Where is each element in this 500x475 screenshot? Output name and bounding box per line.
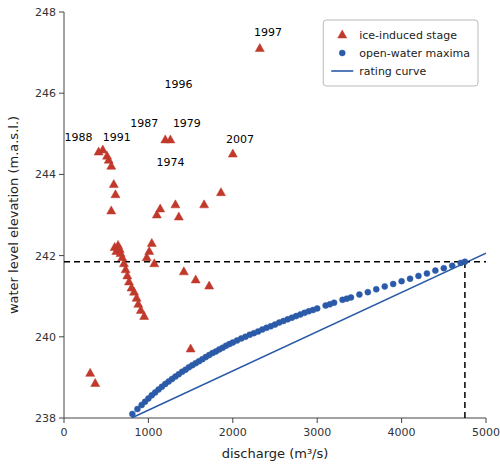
triangle-point [191,275,200,283]
triangle-point [255,44,264,52]
circle-point [382,283,388,289]
triangle-point [86,368,95,376]
x-tick-label: 2000 [219,426,247,439]
triangle-point [121,265,130,273]
triangle-point [107,161,116,169]
triangle-point [186,344,195,352]
y-tick-label: 242 [35,250,56,263]
circle-point [441,265,447,271]
circle-point [407,276,413,282]
triangle-point [200,200,209,208]
annotation: 1979 [173,117,201,130]
legend: ice-induced stage open-water maxima rating… [323,20,478,86]
legend-symbol [338,30,347,38]
annotation: 1988 [65,131,93,144]
triangle-point [216,188,225,196]
circle-point [365,289,371,295]
legend-symbol [331,70,353,72]
circle-point [356,292,362,298]
triangle-point [166,135,175,143]
y-tick-label: 246 [35,87,56,100]
y-tick-label: 238 [35,412,56,425]
x-tick-label: 0 [61,426,68,439]
y-tick-label: 244 [35,168,56,181]
circle-point [314,305,320,311]
annotation: 1996 [164,78,192,91]
annotation: 1997 [254,26,282,39]
triangle-point [145,247,154,255]
triangle-point [171,200,180,208]
annotation: 1991 [103,131,131,144]
chart: 0 1000 2000 3000 4000 5000 238 240 242 244 246 248 d… [0,0,500,475]
circle-point [373,286,379,292]
x-axis-line [64,418,486,419]
annotation: 1987 [130,117,158,130]
triangle-point [156,204,165,212]
triangle-point [174,212,183,220]
circle-point [449,263,455,269]
circle-point [390,281,396,287]
x-tick [64,418,65,423]
x-tick-label: 1000 [134,426,162,439]
y-tick [59,418,64,419]
dashed-vline [464,262,466,418]
triangle-point [123,271,132,279]
triangle-point [147,238,156,246]
circle-point [432,268,438,274]
y-tick [59,174,64,175]
triangle-point [140,312,149,320]
triangle-point [98,145,107,153]
triangle-point [107,206,116,214]
triangle-point [109,180,118,188]
y-axis-label: water level elevation (m.a.s.l.) [6,116,21,314]
triangle-point [205,281,214,289]
annotation: 2007 [226,133,254,146]
scatter-series [86,44,265,387]
legend-label: rating curve [359,65,426,78]
legend-label: open-water maxima [359,47,470,60]
y-tick [59,93,64,94]
circle-point [415,273,421,279]
x-tick-label: 4000 [388,426,416,439]
circle-point [462,259,468,265]
triangle-point [118,253,127,261]
circle-point [129,411,135,417]
x-tick [317,418,318,423]
y-tick [59,12,64,13]
triangle-point [150,259,159,267]
triangle-point [179,267,188,275]
x-tick [148,418,149,423]
y-axis-line [64,12,65,418]
x-tick-label: 5000 [472,426,500,439]
legend-label: ice-induced stage [359,29,457,42]
y-tick [59,336,64,337]
x-tick [486,418,487,423]
triangle-point [91,378,100,386]
x-axis-label: discharge (m³/s) [222,446,329,461]
annotation: 1974 [156,156,184,169]
y-tick [59,255,64,256]
circle-point [348,294,354,300]
triangle-point [119,259,128,267]
x-tick-label: 3000 [303,426,331,439]
x-tick [232,418,233,423]
y-tick-label: 240 [35,331,56,344]
circle-point [399,278,405,284]
plot-area [64,44,486,418]
triangle-point [132,293,141,301]
dashed-hline [64,261,486,263]
legend-symbol [339,50,345,56]
legend-frame [323,20,478,86]
triangle-point [228,149,237,157]
circle-point [424,270,430,276]
rating-curve [132,253,486,418]
triangle-point [111,190,120,198]
y-tick-label: 248 [35,6,56,19]
annotations: 1988 19911987 1979 1996 1997 1974 2007 [65,26,282,169]
x-tick [401,418,402,423]
scatter-series [129,259,468,417]
circle-point [331,300,337,306]
